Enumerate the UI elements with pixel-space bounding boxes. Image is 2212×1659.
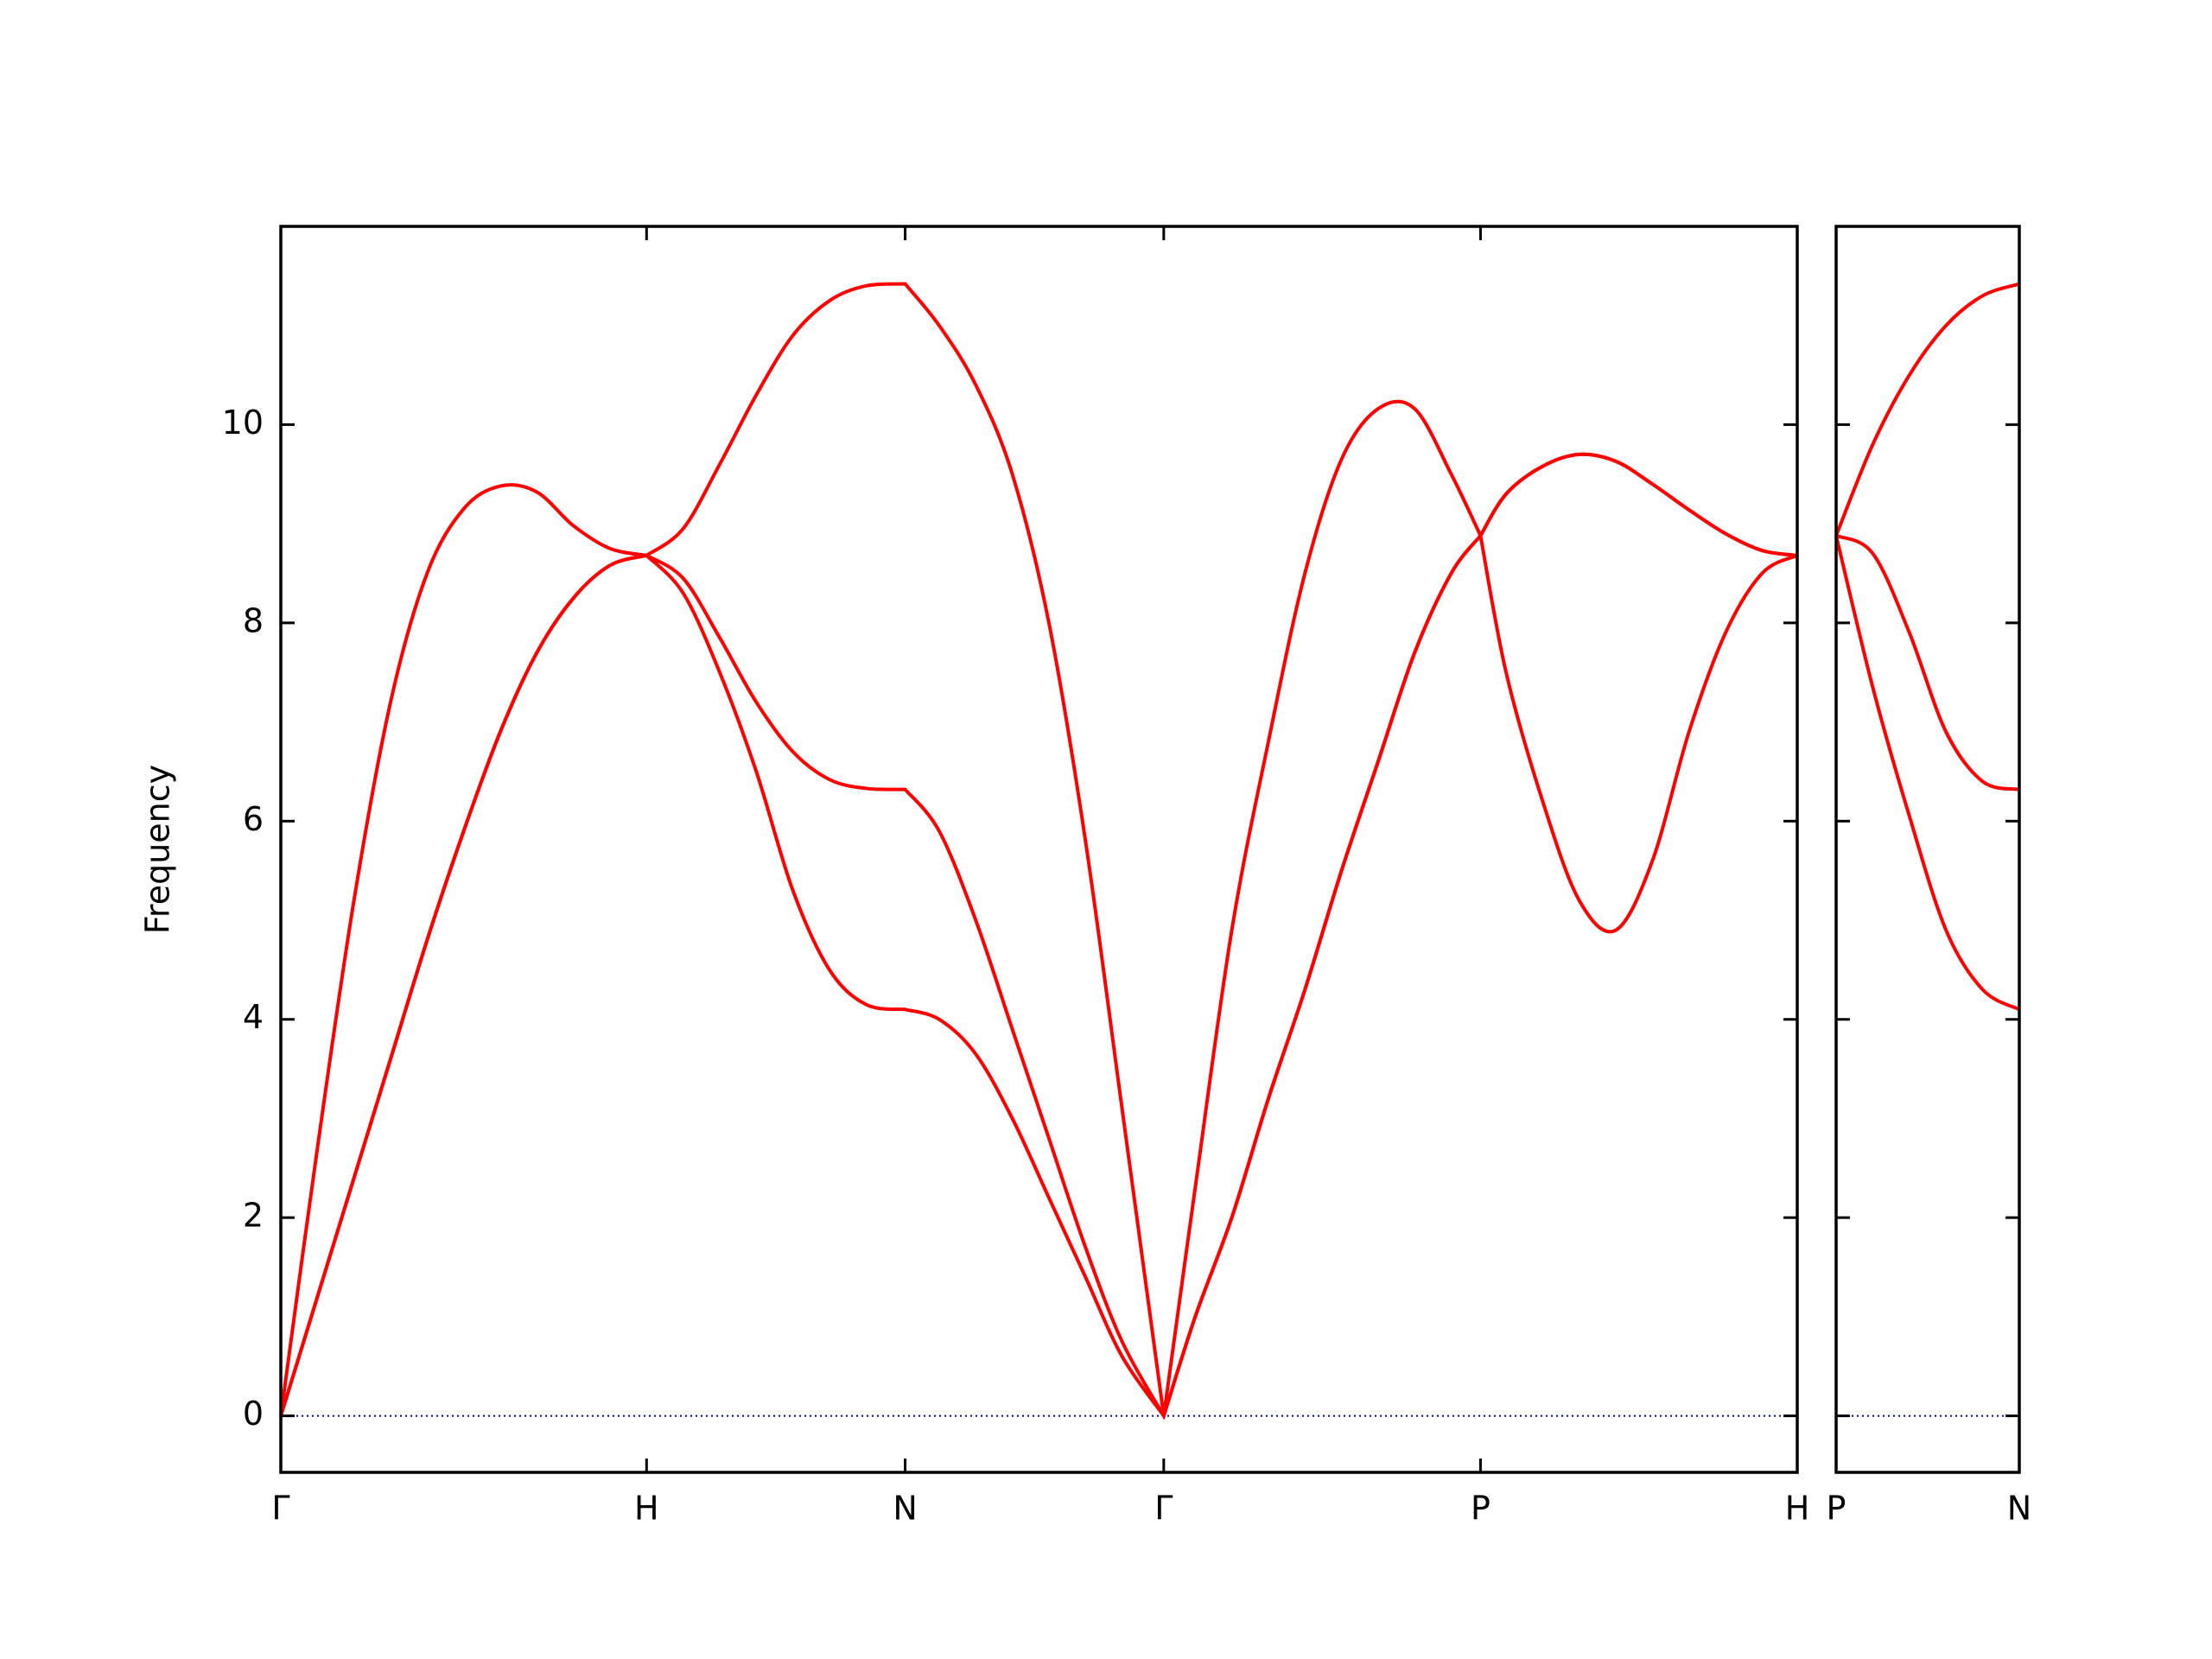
plot-frame (279, 225, 1799, 1474)
y-axis-label: Frequency (139, 765, 177, 934)
band-line (279, 282, 1798, 1416)
y-tick-label: 6 (243, 800, 264, 838)
y-tick-label: 0 (243, 1395, 264, 1433)
y-tick-label: 2 (243, 1197, 264, 1235)
band-line (1834, 282, 2020, 537)
band-line (1834, 535, 2020, 1012)
band-line (1835, 534, 2020, 791)
x-tick-label: Γ (271, 1490, 289, 1528)
band-line (279, 452, 1798, 1421)
plot-frame (1834, 225, 2021, 1474)
band-line (279, 452, 1798, 1421)
x-tick-label: Γ (1154, 1490, 1173, 1528)
y-tick-label: 8 (243, 601, 264, 639)
x-tick-label: N (2007, 1490, 2031, 1528)
x-tick-label: P (1827, 1490, 1847, 1528)
y-tick-label: 4 (243, 998, 264, 1036)
y-tick-label: 10 (222, 404, 264, 442)
x-tick-label: H (1785, 1490, 1810, 1528)
x-tick-label: P (1471, 1490, 1491, 1528)
x-tick-label: H (634, 1490, 659, 1528)
x-tick-label: N (893, 1490, 917, 1528)
